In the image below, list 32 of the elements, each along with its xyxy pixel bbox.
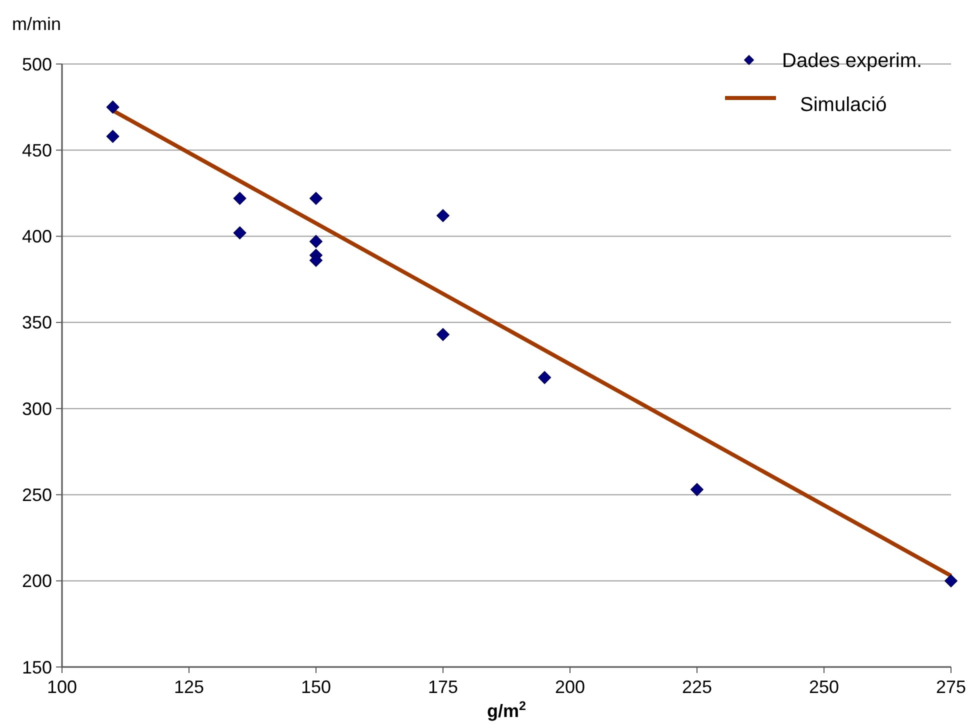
y-tick-label: 250 [22, 485, 52, 506]
point [944, 574, 958, 588]
x-tick-label: 125 [174, 677, 204, 697]
y-tick-label: 200 [22, 571, 52, 592]
y-tick-label: 400 [22, 226, 52, 247]
y-tick-label: 500 [22, 54, 52, 74]
point [106, 100, 120, 114]
point [436, 328, 450, 341]
point [310, 192, 322, 205]
y-tick-label: 450 [22, 140, 52, 160]
point [310, 235, 322, 248]
x-tick-label: 275 [936, 677, 966, 697]
x-tick-label: 200 [554, 677, 586, 697]
point [233, 192, 246, 205]
point [436, 209, 450, 222]
point [310, 254, 322, 267]
legend-label: Dades experim. [782, 50, 922, 72]
point [233, 226, 246, 240]
y-axis-title: m/min [12, 14, 61, 34]
y-tick-label: 300 [22, 398, 52, 419]
x-tick-label: 100 [46, 677, 78, 697]
x-tick-label: 225 [682, 677, 712, 697]
x-tick-label: 175 [428, 677, 458, 697]
point [538, 371, 552, 384]
point [106, 130, 120, 143]
x-axis-title: g/m$^{2}$ [486, 699, 526, 721]
point [690, 483, 704, 496]
x-tick-label: 250 [808, 677, 840, 697]
x-tick-label: 150 [300, 677, 332, 697]
legend-label: Simulació [800, 94, 887, 116]
y-tick-label: 350 [22, 312, 52, 333]
y-tick-label: 150 [22, 657, 52, 678]
